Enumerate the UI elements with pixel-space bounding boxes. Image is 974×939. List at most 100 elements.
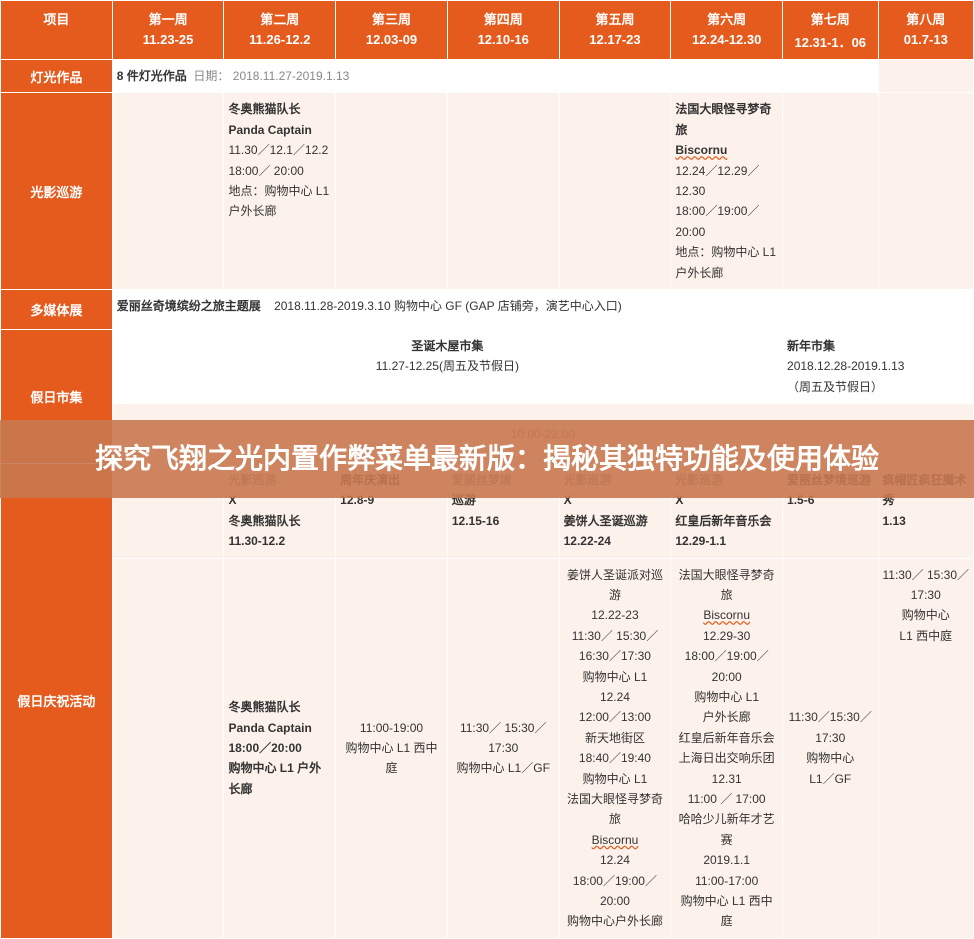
celeb-wk2: 冬奥熊猫队长 Panda Captain 18:00／20:00 购物中心 L1… [224,558,336,938]
ny-title: 新年市集 [787,336,969,356]
empty-cell [559,93,671,290]
row-celebration: 冬奥熊猫队长 Panda Captain 18:00／20:00 购物中心 L1… [1,558,974,938]
week-label: 第二周 [228,9,331,28]
t: 18:40／19:40 [564,748,667,768]
light-works-content: 8 件灯光作品 日期： 2018.11.27-2019.1.13 [112,60,878,93]
week-label: 第六周 [675,9,778,28]
ny-l2: （周五及节假日） [787,377,969,397]
row-multimedia: 多媒体展 爱丽丝奇境缤纷之旅主题展 2018.11.28-2019.3.10 购… [1,289,974,329]
t: 购物中心 L1／GF [452,758,555,778]
t: 冬奥熊猫队长 [228,697,331,717]
row-light-tour: 光影巡游 冬奥熊猫队长 Panda Captain 11.30／12.1／12.… [1,93,974,290]
celeb-wk3: 11:00-19:00 购物中心 L1 西中庭 [336,558,448,938]
celeb-wk6: 法国大眼怪寻梦奇旅 Biscornu 12.29-30 18:00／19:00／… [671,558,783,938]
xmas-detail: 11.27-12.25(周五及节假日) [117,356,778,376]
celeb-wk8: 11:30／ 15:30／17:30 购物中心 L1 西中庭 [878,558,974,938]
empty-cell [447,93,559,290]
tour-times: 18:00／19:00／20:00 [675,201,778,242]
t: 18:00／20:00 [228,738,331,758]
t: 2019.1.1 [675,850,778,870]
celeb-wk5: 姜饼人圣诞派对巡游 12.22-23 11:30／ 15:30／16:30／17… [559,558,671,938]
t: 上海日出交响乐团 [675,748,778,768]
t: 11.30-12.2 [228,531,331,551]
tour-title2: Biscornu [675,143,727,157]
col-week-6: 第六周12.24-12.30 [671,1,783,60]
t: 购物中心 [787,748,873,768]
col-week-4: 第四周12.10-16 [447,1,559,60]
t: 购物中心 L1 [564,769,667,789]
tour-dates: 12.24／12.29／12.30 [675,161,778,202]
t: Panda Captain [228,718,331,738]
week-date: 12.03-09 [340,32,443,47]
week-date: 12.10-16 [452,32,555,47]
t: L1／GF [787,769,873,789]
t: 姜饼人圣诞派对巡游 [564,565,667,606]
multimedia-lead: 爱丽丝奇境缤纷之旅主题展 [117,299,261,313]
row-light-works: 灯光作品 8 件灯光作品 日期： 2018.11.27-2019.1.13 [1,60,974,93]
t: 购物中心户外长廊 [564,911,667,931]
col-week-7: 第七周 12.31-1．06 [783,1,878,60]
tour-wk2: 冬奥熊猫队长 Panda Captain 11.30／12.1／12.2 18:… [224,93,336,290]
tour-title: 冬奥熊猫队长 Panda Captain [228,99,331,140]
t: 12.24 [564,687,667,707]
empty-cell [336,93,448,290]
week-label: 第三周 [340,9,443,28]
t: 12.29-30 [675,626,778,646]
light-works-lead: 8 件灯光作品 [117,69,187,83]
t: 12.22-23 [564,605,667,625]
tour-title: 法国大眼怪寻梦奇旅 [675,99,778,140]
tour-dates: 11.30／12.1／12.2 [228,140,331,160]
t: 12.31 [675,769,778,789]
t: 18:00／19:00／20:00 [564,871,667,912]
t: 法国大眼怪寻梦奇旅 [564,789,667,830]
t: 12:00／13:00 [564,707,667,727]
t: 1.13 [883,511,970,531]
t: 11:00-19:00 [340,718,443,738]
date-value: 2018.11.27-2019.1.13 [233,69,350,83]
empty-cell [783,93,878,290]
t: 户外长廊 [675,707,778,727]
t: 12.29-1.1 [675,531,778,551]
tour-times: 18:00／ 20:00 [228,161,331,181]
multimedia-content: 爱丽丝奇境缤纷之旅主题展 2018.11.28-2019.3.10 购物中心 G… [112,289,973,329]
week-date: 12.17-23 [564,32,667,47]
col-week-8: 第八周01.7-13 [878,1,974,60]
t: 哈哈少儿新年才艺赛 [675,809,778,850]
celeb-wk7: 11:30／15:30／17:30 购物中心 L1／GF [783,558,878,938]
label-light-tour: 光影巡游 [1,93,113,290]
col-week-3: 第三周 12.03-09 [336,1,448,60]
t: 新天地街区 [564,728,667,748]
t: 红皇后新年音乐会 [675,511,778,531]
col-week-5: 第五周 12.17-23 [559,1,671,60]
t: 11:00-17:00 [675,871,778,891]
tour-wk6: 法国大眼怪寻梦奇旅 Biscornu 12.24／12.29／12.30 18:… [671,93,783,290]
t: 姜饼人圣诞巡游 [564,511,667,531]
market-newyear: 新年市集 2018.12.28-2019.1.13 （周五及节假日） [783,329,974,403]
empty-cell [878,93,974,290]
col-week-2: 第二周 11.26-12.2 [224,1,336,60]
header-row: 项目 第一周11.23-25 第二周 11.26-12.2 第三周 12.03-09… [1,1,974,60]
t: 法国大眼怪寻梦奇旅 [675,565,778,606]
t: 购物中心 [883,605,970,625]
col-week-1: 第一周11.23-25 [112,1,224,60]
label-light-works: 灯光作品 [1,60,113,93]
t: 12.15-16 [452,511,555,531]
t: 购物中心 L1 西中庭 [340,738,443,779]
xmas-title: 圣诞木屋市集 [117,336,778,356]
label-multimedia: 多媒体展 [1,289,113,329]
week-label: 第七周 [787,9,873,28]
t: 11:30／ 15:30／16:30／17:30 [564,626,667,667]
week-date: 11.26-12.2 [228,32,331,47]
multimedia-detail: 2018.11.28-2019.3.10 购物中心 GF (GAP 店铺旁，演艺… [274,299,622,313]
header-project: 项目 [43,12,69,27]
week-date: 01.7-13 [883,32,970,47]
week-date: 12.31-1．06 [787,32,873,51]
t: 冬奥熊猫队长 [228,511,331,531]
empty-cell [112,558,224,938]
row-market-top: 假日市集 圣诞木屋市集 11.27-12.25(周五及节假日) 新年市集 201… [1,329,974,403]
week-label: 第五周 [564,9,667,28]
label-celebration: 假日庆祝活动 [1,464,113,939]
overlay-banner: 探究飞翔之光内置作弊菜单最新版：揭秘其独特功能及使用体验 [0,420,974,498]
empty-cell [878,60,974,93]
t: 12.24 [564,850,667,870]
